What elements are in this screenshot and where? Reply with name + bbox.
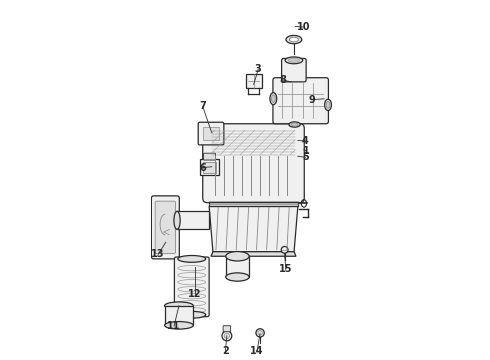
Ellipse shape [174, 211, 180, 229]
Ellipse shape [226, 252, 249, 261]
FancyBboxPatch shape [209, 198, 298, 206]
Ellipse shape [226, 273, 249, 281]
Ellipse shape [165, 321, 193, 329]
Ellipse shape [271, 95, 275, 103]
FancyBboxPatch shape [273, 78, 328, 124]
Ellipse shape [286, 35, 302, 44]
Ellipse shape [289, 122, 300, 127]
Text: 3: 3 [255, 64, 262, 75]
Polygon shape [177, 211, 209, 229]
Ellipse shape [285, 57, 303, 64]
Text: 13: 13 [151, 249, 165, 259]
Text: 2: 2 [222, 346, 229, 356]
Polygon shape [211, 252, 296, 256]
FancyBboxPatch shape [174, 257, 209, 317]
FancyBboxPatch shape [198, 122, 224, 145]
FancyBboxPatch shape [203, 162, 216, 173]
Ellipse shape [256, 329, 264, 337]
Text: 6: 6 [199, 163, 206, 172]
Text: 1: 1 [303, 146, 310, 156]
Ellipse shape [281, 247, 288, 253]
Ellipse shape [165, 302, 193, 310]
Polygon shape [209, 206, 298, 252]
FancyBboxPatch shape [203, 153, 216, 160]
Ellipse shape [258, 330, 262, 335]
FancyBboxPatch shape [203, 127, 220, 140]
Ellipse shape [326, 102, 330, 108]
FancyBboxPatch shape [151, 196, 179, 259]
Ellipse shape [270, 93, 277, 105]
Ellipse shape [224, 333, 229, 338]
Ellipse shape [291, 123, 298, 126]
Ellipse shape [325, 99, 331, 111]
Text: 5: 5 [302, 152, 309, 162]
FancyBboxPatch shape [223, 326, 231, 332]
Text: 15: 15 [279, 265, 293, 274]
Text: 12: 12 [189, 289, 202, 300]
Polygon shape [226, 256, 249, 277]
FancyBboxPatch shape [200, 159, 219, 175]
Text: 11: 11 [167, 321, 181, 331]
FancyBboxPatch shape [203, 124, 304, 203]
Text: 9: 9 [309, 95, 316, 105]
FancyBboxPatch shape [282, 58, 306, 82]
Text: 8: 8 [279, 75, 286, 85]
Text: 4: 4 [302, 136, 309, 146]
FancyBboxPatch shape [246, 74, 262, 88]
Ellipse shape [222, 331, 232, 341]
Ellipse shape [290, 37, 298, 42]
Ellipse shape [178, 311, 206, 318]
FancyBboxPatch shape [155, 201, 175, 253]
Text: 14: 14 [250, 346, 264, 356]
Text: 7: 7 [199, 102, 206, 111]
Polygon shape [165, 306, 193, 325]
Ellipse shape [288, 58, 299, 62]
Ellipse shape [178, 256, 206, 262]
Text: 10: 10 [297, 22, 310, 32]
